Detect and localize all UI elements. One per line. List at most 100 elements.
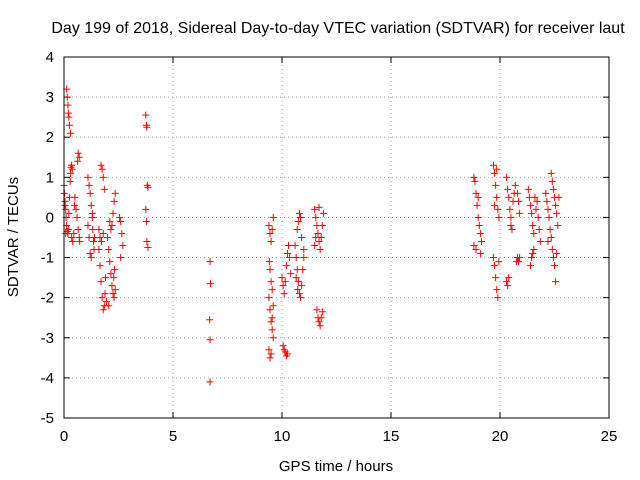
y-tick-label: 2 <box>46 129 54 146</box>
data-point <box>287 270 295 278</box>
data-point <box>553 250 561 258</box>
data-point <box>549 185 557 193</box>
data-point <box>475 221 483 229</box>
data-point <box>293 225 301 233</box>
data-point <box>89 225 97 233</box>
data-point <box>552 278 560 286</box>
data-point <box>536 238 544 246</box>
data-point <box>316 246 324 254</box>
data-point <box>472 246 480 254</box>
x-tick-label: 0 <box>60 428 68 445</box>
x-tick-label: 20 <box>492 428 509 445</box>
grid <box>64 57 609 418</box>
plot-frame <box>63 56 610 419</box>
data-point <box>291 242 299 250</box>
data-point <box>279 342 287 350</box>
data-point <box>266 229 274 237</box>
data-point <box>493 165 501 173</box>
data-point <box>206 258 214 266</box>
y-tick-label: 1 <box>46 169 54 186</box>
data-point <box>61 201 69 209</box>
data-point <box>531 193 539 201</box>
data-point <box>315 318 323 326</box>
data-point <box>99 229 107 237</box>
data-point <box>266 266 274 274</box>
data-point <box>503 278 511 286</box>
data-point <box>542 189 550 197</box>
data-point <box>71 193 79 201</box>
data-point <box>477 238 485 246</box>
data-point <box>116 213 124 221</box>
data-point <box>143 123 151 131</box>
data-point <box>88 209 96 217</box>
data-point <box>532 205 540 213</box>
data-point <box>474 213 482 221</box>
data-point <box>144 244 152 252</box>
data-point <box>282 262 290 270</box>
data-point <box>528 209 536 217</box>
data-point <box>86 189 94 197</box>
data-point <box>73 213 81 221</box>
data-point <box>476 229 484 237</box>
data-point <box>544 238 552 246</box>
x-tick-label: 5 <box>169 428 177 445</box>
axis-ticks: 0 5 10 15 20 25 -5 -4 -3 -2 -1 0 1 2 3 4 <box>41 49 618 445</box>
data-point <box>547 169 555 177</box>
data-point <box>85 234 93 241</box>
data-point <box>548 177 556 185</box>
data-point <box>313 306 321 314</box>
data-point <box>86 250 94 258</box>
data-point <box>110 197 118 205</box>
data-point <box>269 302 277 310</box>
data-point <box>267 318 275 326</box>
chart-title: Day 199 of 2018, Sidereal Day-to-day VTE… <box>51 20 625 37</box>
data-point <box>554 221 562 229</box>
data-point <box>515 197 523 205</box>
data-point <box>97 278 105 286</box>
data-point <box>470 173 478 181</box>
data-point <box>111 189 119 197</box>
data-point <box>63 93 71 101</box>
data-point <box>549 254 557 262</box>
data-point <box>142 205 150 213</box>
data-point <box>103 298 111 306</box>
data-point <box>312 234 320 241</box>
data-point <box>555 193 563 201</box>
data-point <box>64 101 72 109</box>
data-point <box>471 177 479 185</box>
data-point <box>493 286 501 294</box>
data-point <box>67 169 75 177</box>
data-point <box>492 181 500 189</box>
data-point <box>62 229 70 237</box>
data-point <box>268 314 276 322</box>
data-point <box>492 274 500 282</box>
data-point <box>105 302 113 310</box>
data-point <box>292 274 300 282</box>
data-point <box>68 165 76 173</box>
data-point <box>76 238 84 246</box>
data-point <box>143 238 151 246</box>
data-point <box>117 217 125 225</box>
data-point <box>297 213 305 221</box>
data-point <box>118 229 126 237</box>
data-point <box>494 205 502 213</box>
data-point <box>265 221 273 229</box>
data-point <box>472 189 480 197</box>
data-point <box>286 254 294 262</box>
data-point <box>319 209 327 217</box>
data-point <box>281 278 289 286</box>
data-point <box>533 197 541 205</box>
data-point <box>491 169 499 177</box>
data-point <box>493 193 501 201</box>
y-tick-label: -3 <box>41 330 54 347</box>
data-point <box>85 181 93 189</box>
data-point <box>106 217 114 225</box>
data-point <box>269 334 277 342</box>
data-point <box>528 254 536 262</box>
y-tick-label: 3 <box>46 89 54 106</box>
data-points <box>60 85 563 386</box>
data-point <box>508 225 516 233</box>
data-point <box>511 181 519 189</box>
data-point <box>99 306 107 314</box>
